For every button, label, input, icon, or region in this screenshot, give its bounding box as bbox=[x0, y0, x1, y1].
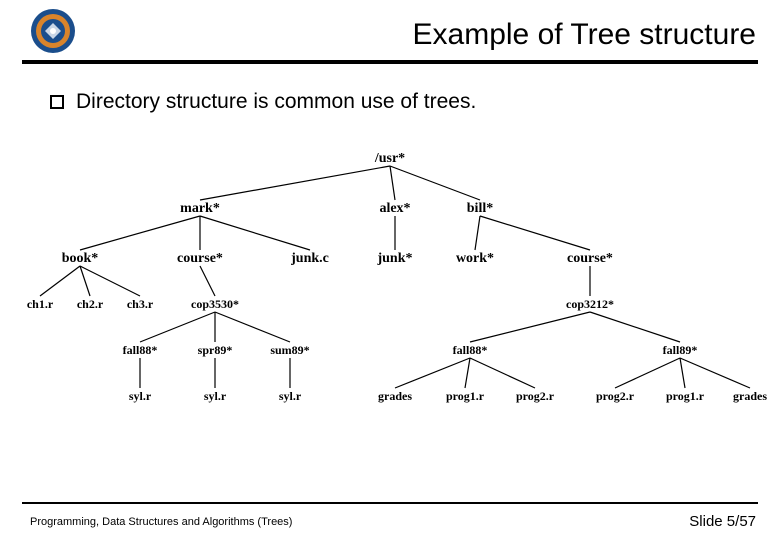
tree-node-label: course* bbox=[177, 251, 223, 266]
tree-svg: /usr* mark* alex* bill* book* course* junk.c ju… bbox=[0, 140, 780, 450]
tree-node-label: fall88* bbox=[453, 343, 488, 357]
tree-node-label: junk* bbox=[376, 251, 412, 266]
tree-node-label: bill* bbox=[467, 201, 493, 216]
slide-header: Example of Tree structure bbox=[0, 0, 780, 64]
tree-node-label: syl.r bbox=[204, 389, 227, 403]
tree-node-label: prog2.r bbox=[516, 389, 555, 403]
slide-title: Example of Tree structure bbox=[413, 18, 756, 52]
tree-node-label: grades bbox=[378, 389, 412, 403]
tree-node-label: junk.c bbox=[290, 251, 329, 266]
bullet-box-icon bbox=[50, 95, 64, 109]
tree-diagram: /usr* mark* alex* bill* book* course* junk.c ju… bbox=[0, 140, 780, 450]
tree-node-label: work* bbox=[456, 251, 494, 266]
tree-node-label: book* bbox=[62, 251, 99, 266]
logo bbox=[30, 8, 76, 54]
tree-node-label: /usr* bbox=[374, 151, 405, 166]
footer-rule bbox=[22, 502, 758, 504]
tree-node-label: syl.r bbox=[129, 389, 152, 403]
bullet-text: Directory structure is common use of tre… bbox=[76, 90, 476, 114]
title-underline bbox=[22, 60, 758, 64]
tree-node-label: spr89* bbox=[198, 343, 233, 357]
bullet-item: Directory structure is common use of tre… bbox=[50, 90, 476, 114]
tree-node-label: mark* bbox=[180, 201, 220, 216]
tree-node-label: prog1.r bbox=[446, 389, 485, 403]
tree-node-label: alex* bbox=[379, 201, 410, 216]
tree-node-label: cop3212* bbox=[566, 297, 614, 311]
tree-node-label: prog2.r bbox=[596, 389, 635, 403]
tree-node-label: ch2.r bbox=[77, 297, 104, 311]
tree-node-label: ch3.r bbox=[127, 297, 154, 311]
tree-node-label: sum89* bbox=[270, 343, 309, 357]
tree-node-label: cop3530* bbox=[191, 297, 239, 311]
tree-node-label: syl.r bbox=[279, 389, 302, 403]
tree-node-label: course* bbox=[567, 251, 613, 266]
tree-node-label: fall89* bbox=[663, 343, 698, 357]
footer-right: Slide 5/57 bbox=[689, 513, 756, 530]
tree-node-label: fall88* bbox=[123, 343, 158, 357]
tree-node-label: grades bbox=[733, 389, 767, 403]
tree-node-label: ch1.r bbox=[27, 297, 54, 311]
footer-left: Programming, Data Structures and Algorit… bbox=[30, 516, 292, 528]
tree-node-label: prog1.r bbox=[666, 389, 705, 403]
